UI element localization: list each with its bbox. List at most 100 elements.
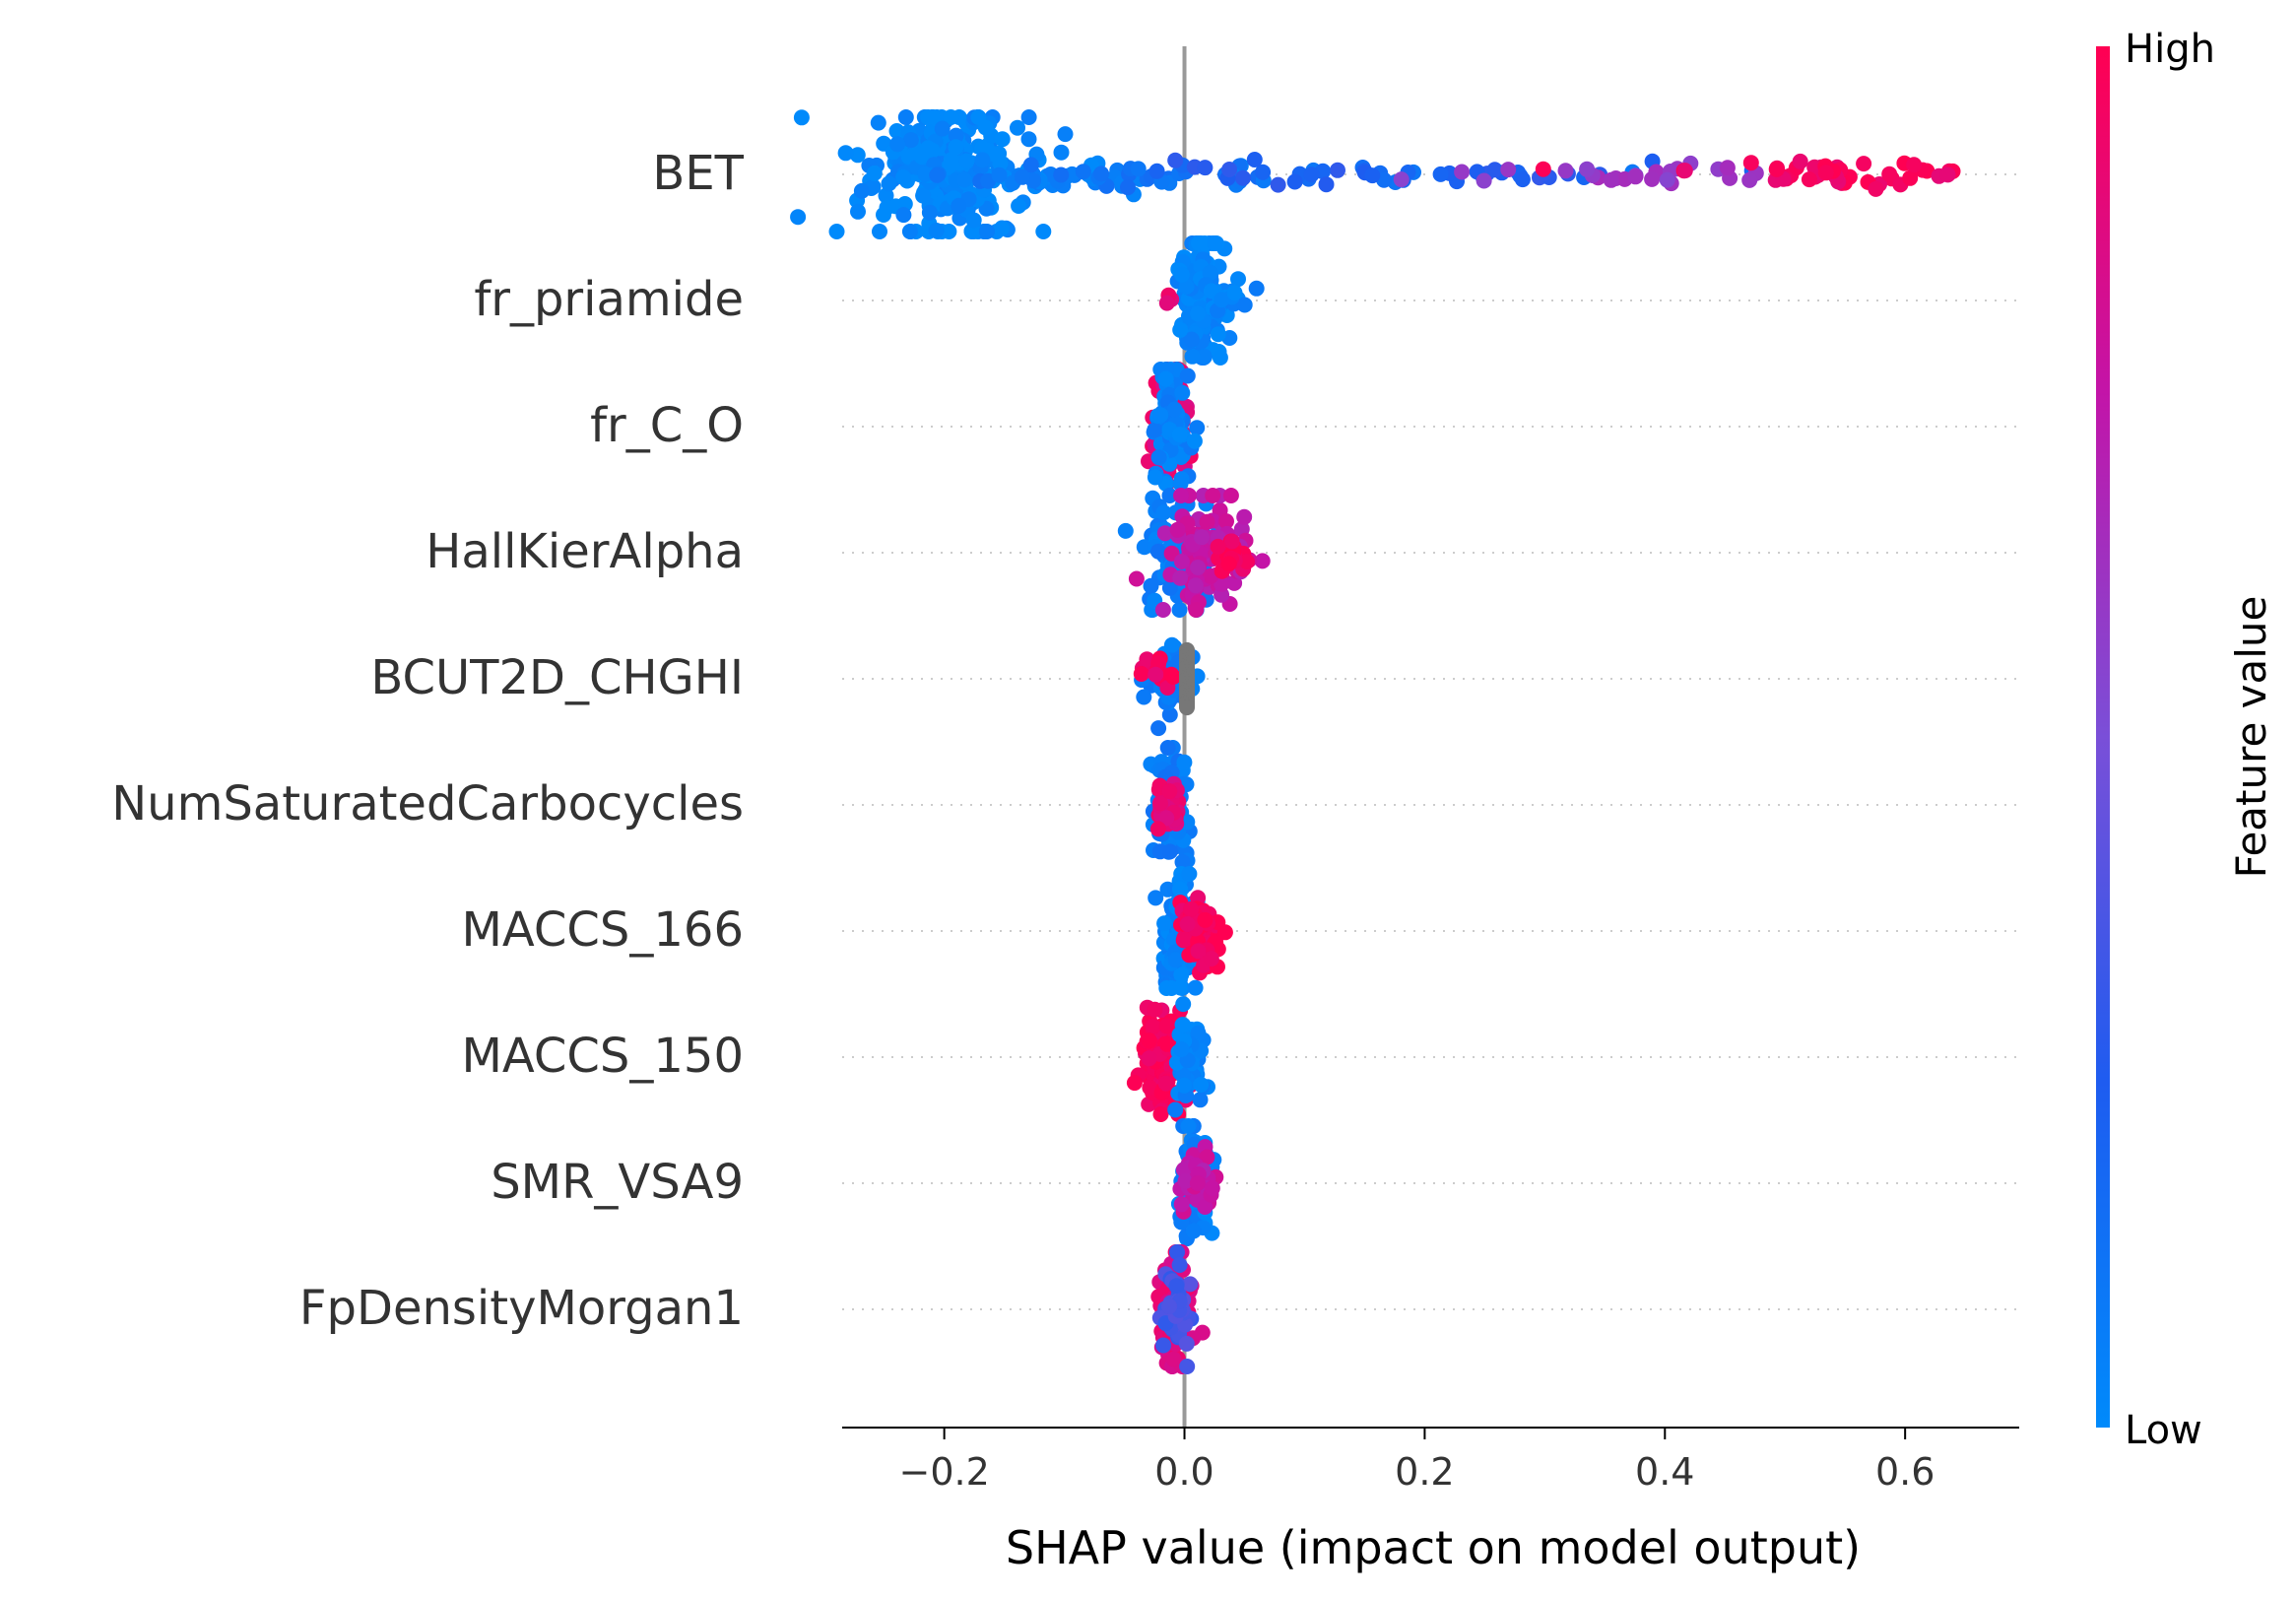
shap-point <box>1454 164 1471 180</box>
shap-point <box>1167 1101 1184 1118</box>
shap-point <box>1172 321 1189 338</box>
shap-point <box>1318 176 1335 193</box>
shap-point <box>1167 952 1184 968</box>
x-tick-label: 0.2 <box>1395 1450 1454 1494</box>
shap-point <box>1719 160 1736 176</box>
shap-point <box>1226 285 1243 301</box>
shap-point <box>1189 1175 1206 1191</box>
shap-point <box>1557 163 1574 179</box>
shap-point <box>1155 504 1172 521</box>
shap-point <box>1204 1180 1220 1197</box>
shap-point <box>1199 513 1215 530</box>
shap-point <box>1173 554 1190 569</box>
shap-points <box>790 109 1961 1374</box>
shap-point <box>1154 602 1171 618</box>
shap-point <box>1147 422 1163 438</box>
shap-point <box>1817 165 1834 181</box>
shap-point <box>1187 979 1204 996</box>
colorbar-low-label: Low <box>2125 1408 2202 1453</box>
shap-point <box>870 114 886 131</box>
colorbar-title: Feature value <box>2227 596 2275 879</box>
shap-point <box>828 224 845 239</box>
shap-point <box>1188 602 1205 618</box>
shap-point <box>1644 170 1661 187</box>
shap-point <box>1286 173 1303 190</box>
feature-points <box>1126 996 1215 1122</box>
feature-points <box>1143 740 1198 870</box>
shap-point <box>1143 577 1159 594</box>
shap-point <box>1220 556 1237 572</box>
shap-point <box>1165 669 1182 685</box>
feature-points <box>1148 866 1233 996</box>
shap-point <box>1117 522 1134 539</box>
feature-label: fr_priamide <box>474 272 744 327</box>
shap-point <box>1193 1077 1210 1093</box>
shap-point <box>1303 166 1320 183</box>
shap-point <box>1053 144 1070 161</box>
shap-point <box>1150 720 1167 737</box>
shap-point <box>1171 427 1188 443</box>
shap-point <box>1177 1172 1194 1189</box>
shap-point <box>850 203 866 220</box>
shap-point <box>1175 996 1192 1013</box>
shap-point <box>1172 569 1189 586</box>
shap-point <box>1151 795 1168 812</box>
shap-point <box>1210 326 1226 343</box>
x-tick-label: −0.2 <box>899 1450 990 1494</box>
x-tick-label: 0.0 <box>1154 1450 1214 1494</box>
shap-point <box>1255 164 1272 180</box>
shap-point <box>915 187 932 204</box>
shap-point <box>1169 1244 1185 1260</box>
shap-point <box>1393 171 1410 188</box>
shap-point <box>1173 488 1189 503</box>
shap-point <box>1194 529 1210 546</box>
shap-point <box>1130 161 1147 177</box>
shap-point <box>994 131 1011 148</box>
shap-point <box>1184 348 1201 365</box>
shap-point <box>1197 349 1213 365</box>
shap-point <box>895 168 912 185</box>
shap-point <box>929 166 946 183</box>
shap-point <box>1022 157 1039 173</box>
shap-point <box>1222 488 1239 503</box>
shap-point <box>1020 131 1037 148</box>
shap-point <box>958 153 975 169</box>
feature-label: BCUT2D_CHGHI <box>370 650 744 705</box>
shap-point <box>1172 476 1189 492</box>
shap-point <box>1486 162 1503 178</box>
shap-point <box>1627 168 1644 185</box>
shap-point <box>1186 433 1203 449</box>
shap-point <box>1197 1199 1214 1215</box>
shap-point <box>1659 171 1675 188</box>
shap-point <box>951 197 967 214</box>
shap-point <box>1147 1001 1163 1018</box>
shap-point <box>1174 854 1191 870</box>
shap-point <box>1218 513 1234 530</box>
shap-point <box>965 224 982 239</box>
shap-point <box>1152 407 1169 424</box>
shap-point <box>1166 401 1183 418</box>
shap-point <box>879 199 895 216</box>
shap-point <box>1182 1276 1199 1293</box>
shap-point <box>1212 350 1228 366</box>
shap-point <box>921 204 938 221</box>
shap-point <box>1178 1335 1195 1352</box>
shap-point <box>1236 508 1253 525</box>
shap-point <box>1173 1196 1190 1213</box>
shap-point <box>1180 1118 1197 1134</box>
shap-point <box>1161 1298 1177 1314</box>
shap-point <box>1203 951 1219 967</box>
shap-point <box>1187 577 1204 594</box>
feature-gridlines <box>842 173 2019 1310</box>
shap-point <box>1158 1018 1175 1034</box>
x-axis-label: SHAP value (impact on model output) <box>1006 1521 1861 1574</box>
shap-point <box>1906 157 1923 173</box>
feature-label: MACCS_166 <box>461 902 744 958</box>
shap-point <box>1234 169 1251 186</box>
shap-point <box>1159 740 1176 756</box>
shap-point <box>1214 586 1230 603</box>
shap-point <box>1145 1019 1161 1034</box>
shap-point <box>1169 521 1186 538</box>
feature-points <box>790 109 1961 239</box>
